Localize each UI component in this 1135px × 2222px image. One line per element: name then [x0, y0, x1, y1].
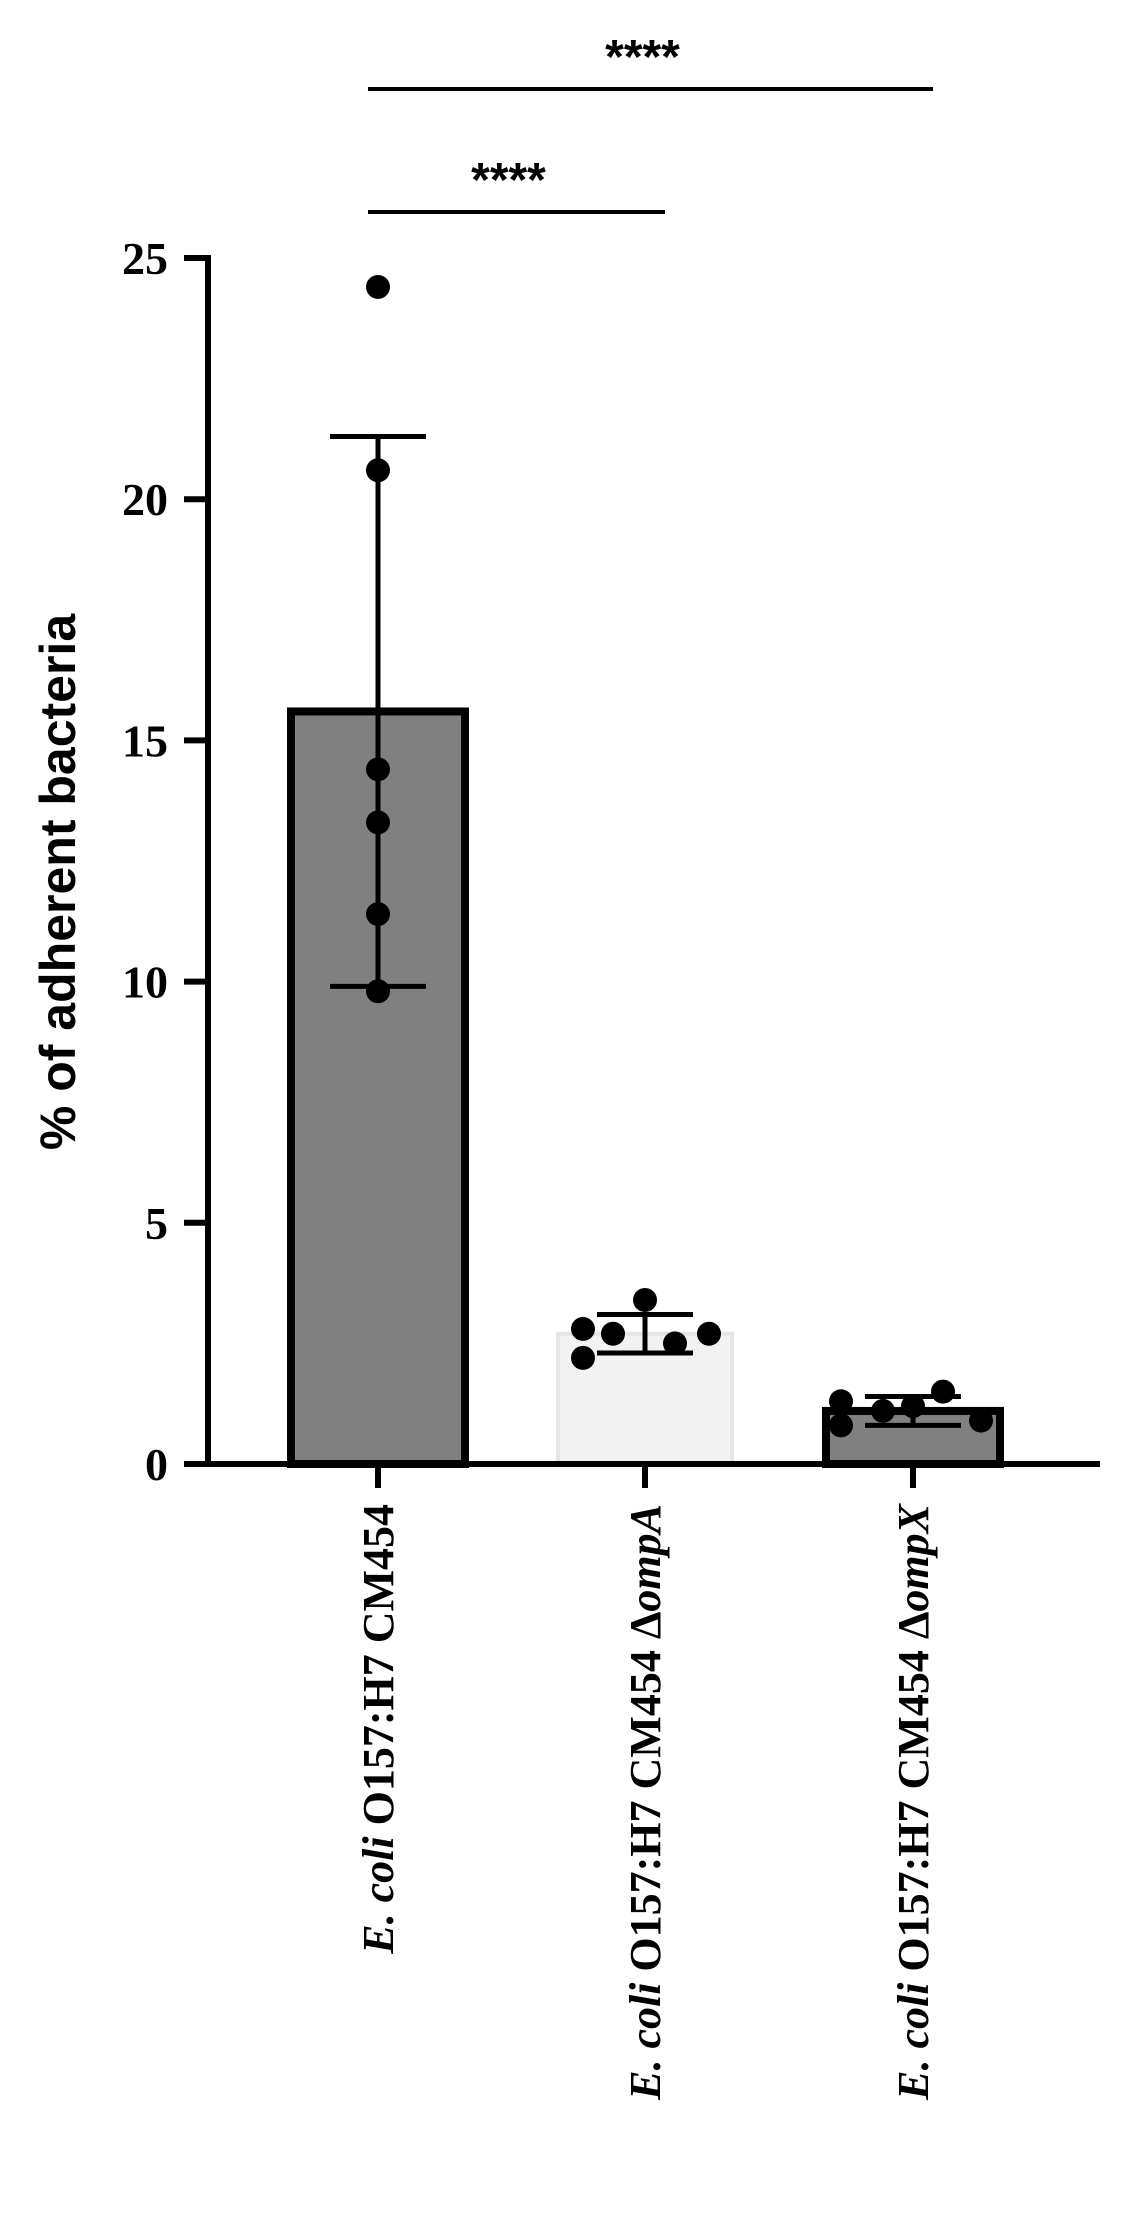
significance-label-1: **** — [605, 31, 680, 84]
data-points-group — [366, 274, 993, 1438]
x-category-labels-group: E. coli O157:H7 CM454 E. coli O157:H7 CM4… — [354, 1464, 938, 2101]
y-tick-label-15: 15 — [122, 715, 168, 766]
data-point-0-1 — [366, 458, 390, 483]
x-category-label-0: E. coli O157:H7 CM454 — [354, 1504, 403, 1955]
data-point-0-0 — [366, 274, 390, 299]
data-point-1-1 — [571, 1316, 595, 1341]
data-point-1-5 — [697, 1321, 721, 1346]
significance-label-0: **** — [471, 154, 546, 207]
y-tick-label-20: 20 — [122, 474, 168, 525]
significance-group: **** **** — [368, 31, 933, 214]
x-category-label-2: E. coli O157:H7 CM454 ΔompX — [889, 1502, 938, 2101]
data-point-1-3 — [633, 1287, 657, 1312]
data-point-0-5 — [366, 979, 390, 1004]
y-tick-label-0: 0 — [145, 1439, 168, 1490]
data-point-0-4 — [366, 902, 390, 927]
data-point-0-3 — [366, 810, 390, 835]
x-category-label-1: E. coli O157:H7 CM454 ΔompA — [621, 1504, 670, 2101]
data-point-1-2 — [601, 1321, 625, 1346]
y-axis-title: % of adherent bacteria — [30, 613, 86, 1150]
y-ticks-group: 0 5 10 15 20 25 — [122, 233, 208, 1490]
error-bars-group — [330, 433, 961, 1428]
axes-group — [205, 255, 1100, 1467]
data-point-0-2 — [366, 757, 390, 782]
data-point-2-5 — [969, 1408, 993, 1433]
data-point-2-2 — [871, 1398, 895, 1423]
data-point-1-4 — [663, 1331, 687, 1356]
data-point-2-0 — [829, 1413, 853, 1438]
data-point-2-3 — [901, 1394, 925, 1419]
y-tick-label-25: 25 — [122, 233, 168, 284]
data-point-1-0 — [571, 1345, 595, 1370]
y-tick-label-5: 5 — [145, 1198, 168, 1249]
data-point-2-1 — [829, 1389, 853, 1414]
y-tick-label-10: 10 — [122, 957, 168, 1008]
data-point-2-4 — [931, 1379, 955, 1404]
